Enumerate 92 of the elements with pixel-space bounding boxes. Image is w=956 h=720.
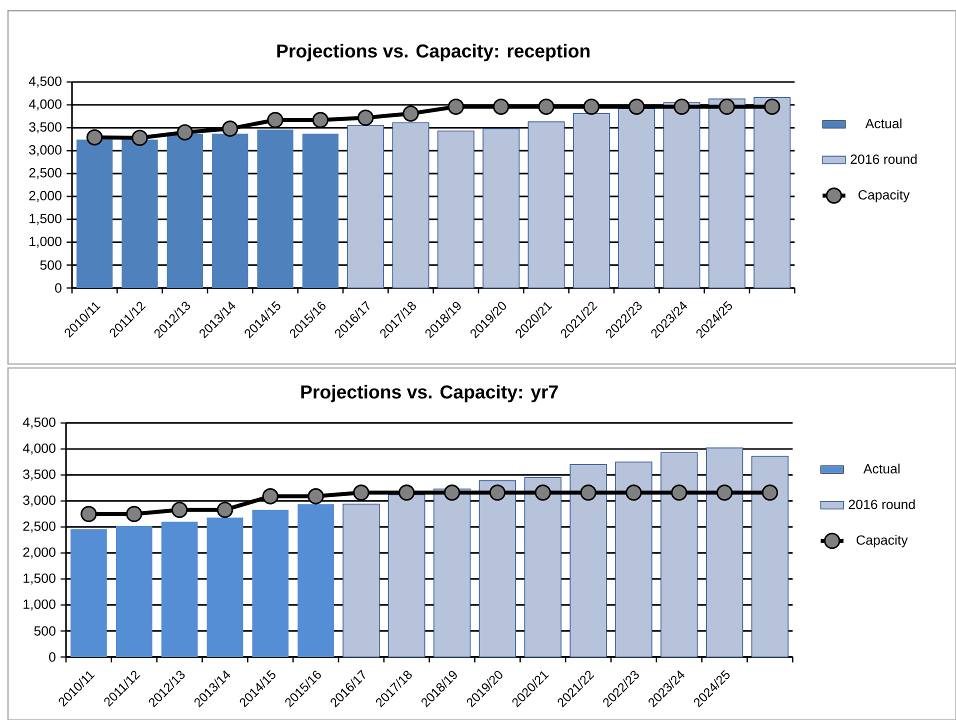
y-tick-label: 2,000 [29,190,62,202]
point [353,484,370,501]
bar [660,452,698,658]
bar [663,102,700,288]
bar [572,113,610,288]
y-tick-label: 1,500 [24,573,56,584]
point [80,506,97,522]
y-tick-label: 0 [49,652,56,662]
point [674,98,690,115]
bar [116,526,152,657]
bar [524,477,562,658]
point [262,488,279,504]
point [716,484,733,501]
bar [433,488,471,658]
bar [122,140,158,288]
legend-label: Actual [863,464,900,474]
bar [342,504,380,658]
y-tick-label: 3,000 [23,495,56,507]
point [222,120,238,137]
point [671,484,688,501]
point [216,502,234,518]
bar [257,130,294,288]
point [762,484,778,501]
bar [708,98,746,288]
legend-label: Capacity [856,535,908,548]
point [267,112,284,128]
point [308,488,324,504]
point [492,98,510,115]
y-tick-label: 3,500 [29,122,62,134]
y-tick-label: 500 [34,626,56,636]
y-tick-label: 3,000 [29,145,62,156]
point [538,98,554,115]
y-tick-label: 2,500 [29,168,62,180]
bar [437,130,474,288]
bar [206,518,244,657]
point [626,484,642,501]
bar [298,504,334,657]
point [402,105,419,122]
bar [76,140,113,288]
bar [302,134,338,288]
bar [706,448,744,658]
bar [388,494,426,658]
y-tick-label: 1,500 [30,214,62,225]
bar [528,121,565,288]
bar [570,464,607,658]
bar [161,522,198,657]
point [718,98,736,115]
bar [347,125,384,288]
y-tick-label: 4,500 [22,417,56,429]
bar [615,462,652,658]
point [628,98,645,115]
bar [754,97,791,288]
chart-title: Projections vs. Capacity: reception [277,44,590,62]
legend-label: 2016 round [848,499,915,510]
chart-title: Projections vs. Capacity: yr7 [301,384,558,402]
y-tick-label: 3,500 [23,469,56,480]
bar [70,529,107,657]
y-tick-label: 2,500 [23,521,56,532]
bar [392,122,430,288]
bar [166,134,203,288]
point [580,484,596,501]
point [357,110,374,126]
point [583,98,600,115]
bar [478,480,516,658]
y-tick-label: 500 [40,260,62,270]
point [86,129,103,146]
legend-label: Capacity [858,190,910,202]
legend-label: 2016 round [850,154,917,164]
y-tick-label: 4,000 [22,443,56,455]
point [398,484,415,501]
point [534,484,552,501]
point [448,98,464,115]
y-tick-label: 2,000 [23,547,56,559]
y-tick-label: 0 [55,283,62,293]
y-tick-label: 1,000 [30,236,62,248]
point [764,98,780,115]
bar [252,510,289,657]
point [176,124,194,140]
bar [751,456,789,658]
point [312,112,329,128]
point [126,506,142,522]
point [489,484,506,501]
legend-label: Actual [865,118,902,128]
bar [618,108,656,288]
point [132,130,148,146]
y-tick-label: 4,000 [28,99,62,110]
bar [212,134,248,288]
point [171,502,188,518]
y-tick-label: 4,500 [28,76,62,88]
bar [482,128,520,288]
y-tick-label: 1,000 [24,599,56,610]
point [444,484,460,501]
